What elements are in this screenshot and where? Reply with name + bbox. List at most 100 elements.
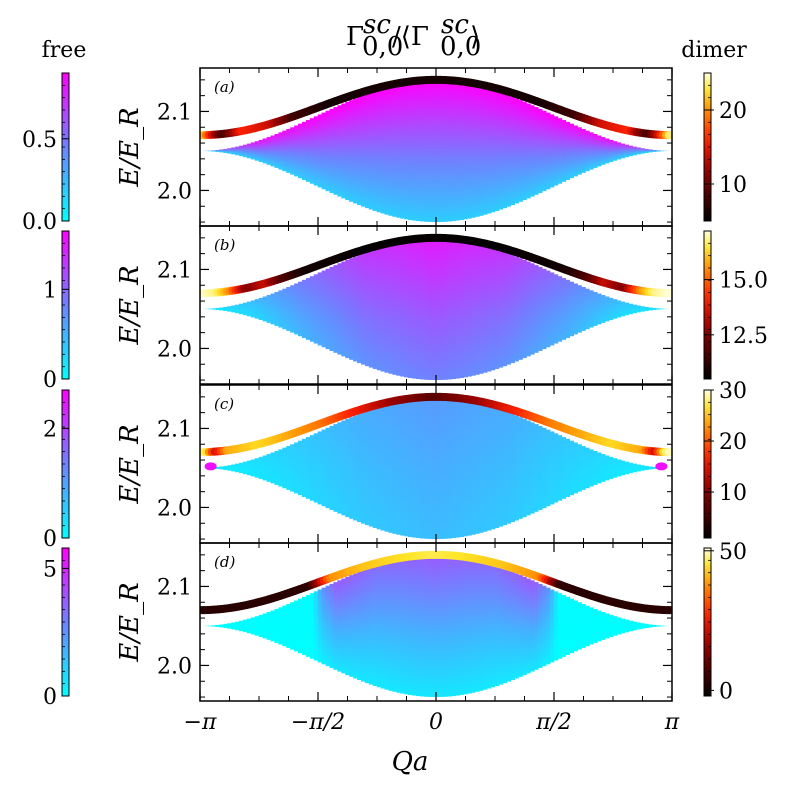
continuum-cell bbox=[321, 429, 327, 507]
continuum-cell bbox=[309, 593, 315, 659]
continuum-cell bbox=[400, 83, 405, 219]
continuum-cell bbox=[262, 613, 268, 639]
continuum-cell bbox=[427, 237, 433, 380]
continuum-cell bbox=[553, 274, 559, 344]
continuum-cell bbox=[451, 555, 456, 697]
continuum-cell bbox=[506, 95, 512, 207]
continuum-cell bbox=[644, 623, 649, 628]
continuum-cell bbox=[490, 406, 496, 530]
continuum-cell bbox=[215, 149, 220, 152]
y-axis-label: E/E_R bbox=[115, 424, 145, 504]
free-colorbar-tick-label: 0 bbox=[43, 685, 57, 710]
continuum-cell bbox=[545, 587, 551, 665]
continuum-cell bbox=[412, 398, 417, 538]
continuum-cell bbox=[337, 263, 342, 355]
continuum-cell bbox=[250, 142, 256, 160]
continuum-cell bbox=[475, 85, 480, 217]
continuum-cell bbox=[408, 398, 413, 538]
continuum-cell bbox=[313, 591, 319, 661]
continuum-cell bbox=[439, 554, 445, 697]
continuum-cell bbox=[486, 563, 492, 689]
continuum-cell bbox=[439, 79, 445, 222]
continuum-cell bbox=[553, 116, 559, 186]
continuum-cell bbox=[380, 405, 386, 531]
continuum-cell bbox=[640, 148, 645, 154]
continuum-cell bbox=[514, 415, 519, 521]
continuum-cell bbox=[270, 452, 276, 484]
continuum-cell bbox=[530, 422, 535, 514]
continuum-cell bbox=[341, 420, 346, 516]
continuum-cell bbox=[545, 429, 551, 507]
continuum-cell bbox=[250, 300, 256, 318]
continuum-cell bbox=[423, 555, 429, 697]
continuum-cell bbox=[565, 279, 571, 339]
free-colorbar: 02 bbox=[43, 389, 70, 552]
continuum-cell bbox=[242, 619, 248, 633]
continuum-cell bbox=[431, 396, 437, 540]
continuum-cell bbox=[628, 303, 633, 315]
continuum-cell bbox=[258, 614, 264, 638]
continuum-cell bbox=[569, 598, 574, 654]
continuum-cell bbox=[608, 456, 614, 480]
continuum-cell bbox=[636, 305, 641, 313]
dimer-colorbar-tick-label: 10 bbox=[719, 481, 747, 506]
continuum-cell bbox=[640, 623, 645, 629]
dimer-colorbar-tick-label: 12.5 bbox=[719, 324, 768, 349]
continuum-cell bbox=[235, 463, 240, 473]
continuum-cell bbox=[215, 307, 220, 310]
continuum-cell bbox=[412, 81, 417, 221]
continuum-cell bbox=[333, 107, 338, 195]
continuum-cell bbox=[427, 396, 433, 539]
svg-text:0,0: 0,0 bbox=[440, 32, 481, 62]
continuum-cell bbox=[573, 283, 578, 335]
continuum-cell bbox=[227, 465, 232, 471]
continuum-cell bbox=[325, 585, 331, 667]
continuum-cell bbox=[537, 266, 543, 351]
continuum-cell bbox=[565, 121, 571, 181]
continuum-cell bbox=[616, 142, 622, 160]
continuum-cell bbox=[211, 625, 217, 627]
panels: 2.02.1E/E_R(a)0.00.510202.02.1E/E_R(b)01… bbox=[22, 67, 768, 710]
continuum-cell bbox=[612, 141, 618, 161]
continuum-cell bbox=[459, 556, 464, 696]
continuum-cell bbox=[577, 444, 582, 492]
continuum-cell bbox=[282, 447, 287, 489]
continuum-cell bbox=[510, 96, 515, 206]
continuum-cell bbox=[455, 239, 460, 379]
continuum-cell bbox=[648, 307, 653, 311]
continuum-cell bbox=[612, 616, 618, 636]
continuum-cell bbox=[593, 133, 598, 168]
continuum-cell bbox=[616, 617, 622, 635]
continuum-cell bbox=[266, 295, 272, 323]
continuum-cell bbox=[219, 466, 224, 470]
free-colorbar-tick-label: 0.5 bbox=[22, 128, 57, 153]
continuum-cell bbox=[471, 242, 476, 376]
continuum-cell bbox=[482, 87, 488, 215]
continuum-cell bbox=[486, 246, 492, 372]
continuum-cell bbox=[227, 623, 232, 629]
continuum-cell bbox=[608, 139, 614, 163]
continuum-cell bbox=[360, 570, 366, 682]
continuum-cell bbox=[404, 399, 409, 537]
y-tick-label: 2.1 bbox=[157, 100, 192, 125]
continuum-cell bbox=[455, 556, 460, 696]
continuum-cell bbox=[317, 589, 323, 663]
continuum-cell bbox=[298, 123, 303, 179]
y-tick-label: 2.0 bbox=[157, 496, 192, 521]
continuum-cell bbox=[652, 624, 657, 627]
continuum-cell bbox=[475, 243, 480, 375]
continuum-cell bbox=[518, 575, 523, 677]
continuum-cell bbox=[325, 427, 331, 509]
continuum-cell bbox=[219, 624, 224, 628]
continuum-cell bbox=[652, 466, 657, 469]
continuum-cell bbox=[655, 625, 661, 627]
free-colorbar: 01 bbox=[43, 230, 70, 393]
continuum-cell bbox=[443, 238, 449, 380]
continuum-cell bbox=[498, 92, 504, 210]
continuum-cell bbox=[329, 583, 335, 668]
continuum-cell bbox=[502, 93, 508, 209]
continuum-cell bbox=[317, 272, 323, 346]
continuum-cell bbox=[569, 123, 574, 179]
continuum-cell bbox=[309, 118, 315, 184]
